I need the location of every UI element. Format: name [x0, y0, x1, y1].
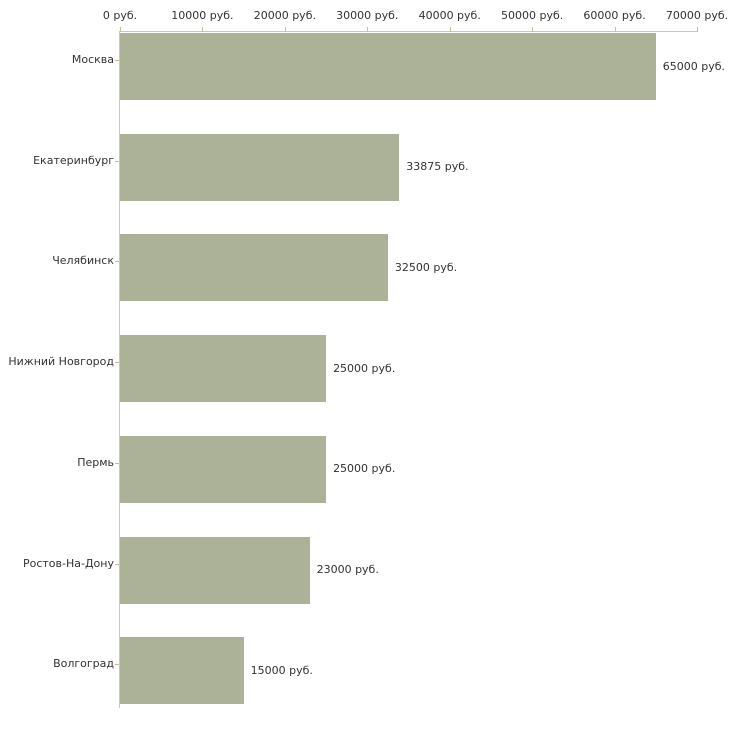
x-tick-mark: [614, 27, 616, 32]
value-label: 32500 руб.: [394, 260, 458, 274]
category-tick-mark: [115, 462, 119, 464]
x-tick-mark: [284, 27, 286, 32]
x-axis-line: [120, 31, 697, 32]
category-tick-mark: [115, 664, 119, 666]
bar: [120, 133, 400, 201]
y-axis-line: [119, 31, 120, 708]
category-tick-mark: [115, 160, 119, 162]
x-tick-label: 20000 руб.: [253, 9, 316, 22]
x-tick-mark: [202, 27, 204, 32]
category-label: Пермь: [77, 455, 114, 469]
bar: [120, 33, 656, 100]
x-tick-label: 40000 руб.: [418, 9, 481, 22]
x-tick-mark: [449, 27, 451, 32]
x-tick-mark: [697, 27, 698, 32]
category-tick-mark: [115, 60, 119, 61]
category-tick-mark: [115, 362, 119, 364]
bar: [120, 536, 310, 604]
bar: [120, 435, 327, 503]
x-tick-mark: [532, 27, 534, 32]
x-tick-label: 0 руб.: [102, 9, 138, 22]
x-tick-label: 30000 руб.: [336, 9, 399, 22]
category-label: Волгоград: [53, 657, 114, 671]
category-label: Челябинск: [52, 254, 114, 268]
value-label: 25000 руб.: [333, 361, 396, 375]
x-tick-label: 10000 руб.: [171, 9, 234, 22]
bar: [120, 234, 388, 302]
x-tick-mark: [367, 27, 369, 32]
category-tick-mark: [115, 563, 119, 565]
category-label: Ростов-На-Дону: [22, 556, 114, 570]
category-label: Москва: [71, 53, 114, 66]
x-tick-label: 70000 руб.: [665, 9, 729, 22]
category-label: Екатеринбург: [33, 153, 114, 167]
category-tick-mark: [115, 261, 119, 263]
value-label: 23000 руб.: [316, 563, 379, 576]
x-tick-mark: [120, 27, 121, 32]
x-tick-label: 50000 руб.: [501, 9, 564, 22]
value-label: 25000 руб.: [333, 462, 396, 476]
bar: [120, 637, 244, 705]
category-label: Нижний Новгород: [8, 355, 114, 369]
value-label: 15000 руб.: [250, 663, 313, 677]
bar: [120, 335, 327, 403]
value-label: 65000 руб.: [662, 59, 726, 73]
x-tick-label: 60000 руб.: [583, 9, 646, 22]
value-label: 33875 руб.: [406, 160, 469, 174]
